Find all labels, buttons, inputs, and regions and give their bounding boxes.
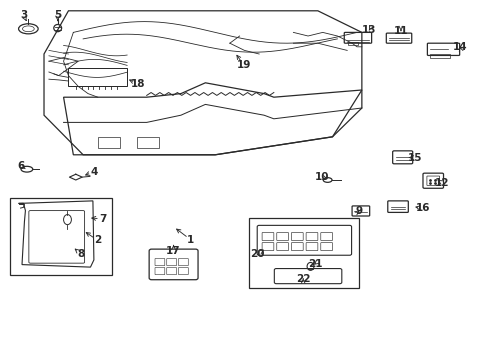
Text: 2: 2 — [94, 235, 101, 246]
Text: 18: 18 — [130, 78, 145, 89]
Text: 6: 6 — [17, 161, 24, 171]
Text: 7: 7 — [99, 214, 106, 224]
Text: 12: 12 — [434, 178, 449, 188]
Text: 15: 15 — [407, 153, 421, 163]
Text: 4: 4 — [90, 167, 98, 177]
Text: 21: 21 — [307, 258, 322, 269]
Text: 10: 10 — [314, 172, 328, 182]
Text: 3: 3 — [20, 10, 27, 20]
Text: 9: 9 — [355, 206, 362, 216]
Text: 16: 16 — [415, 203, 429, 213]
Text: 13: 13 — [361, 25, 376, 35]
Text: 5: 5 — [54, 10, 61, 20]
Text: 11: 11 — [393, 26, 407, 36]
Text: 22: 22 — [295, 274, 310, 284]
Text: 14: 14 — [451, 42, 466, 52]
Text: 17: 17 — [166, 246, 181, 256]
Text: 19: 19 — [236, 60, 250, 70]
Text: 8: 8 — [77, 249, 84, 259]
Text: 1: 1 — [187, 235, 194, 245]
Text: 20: 20 — [250, 249, 264, 259]
